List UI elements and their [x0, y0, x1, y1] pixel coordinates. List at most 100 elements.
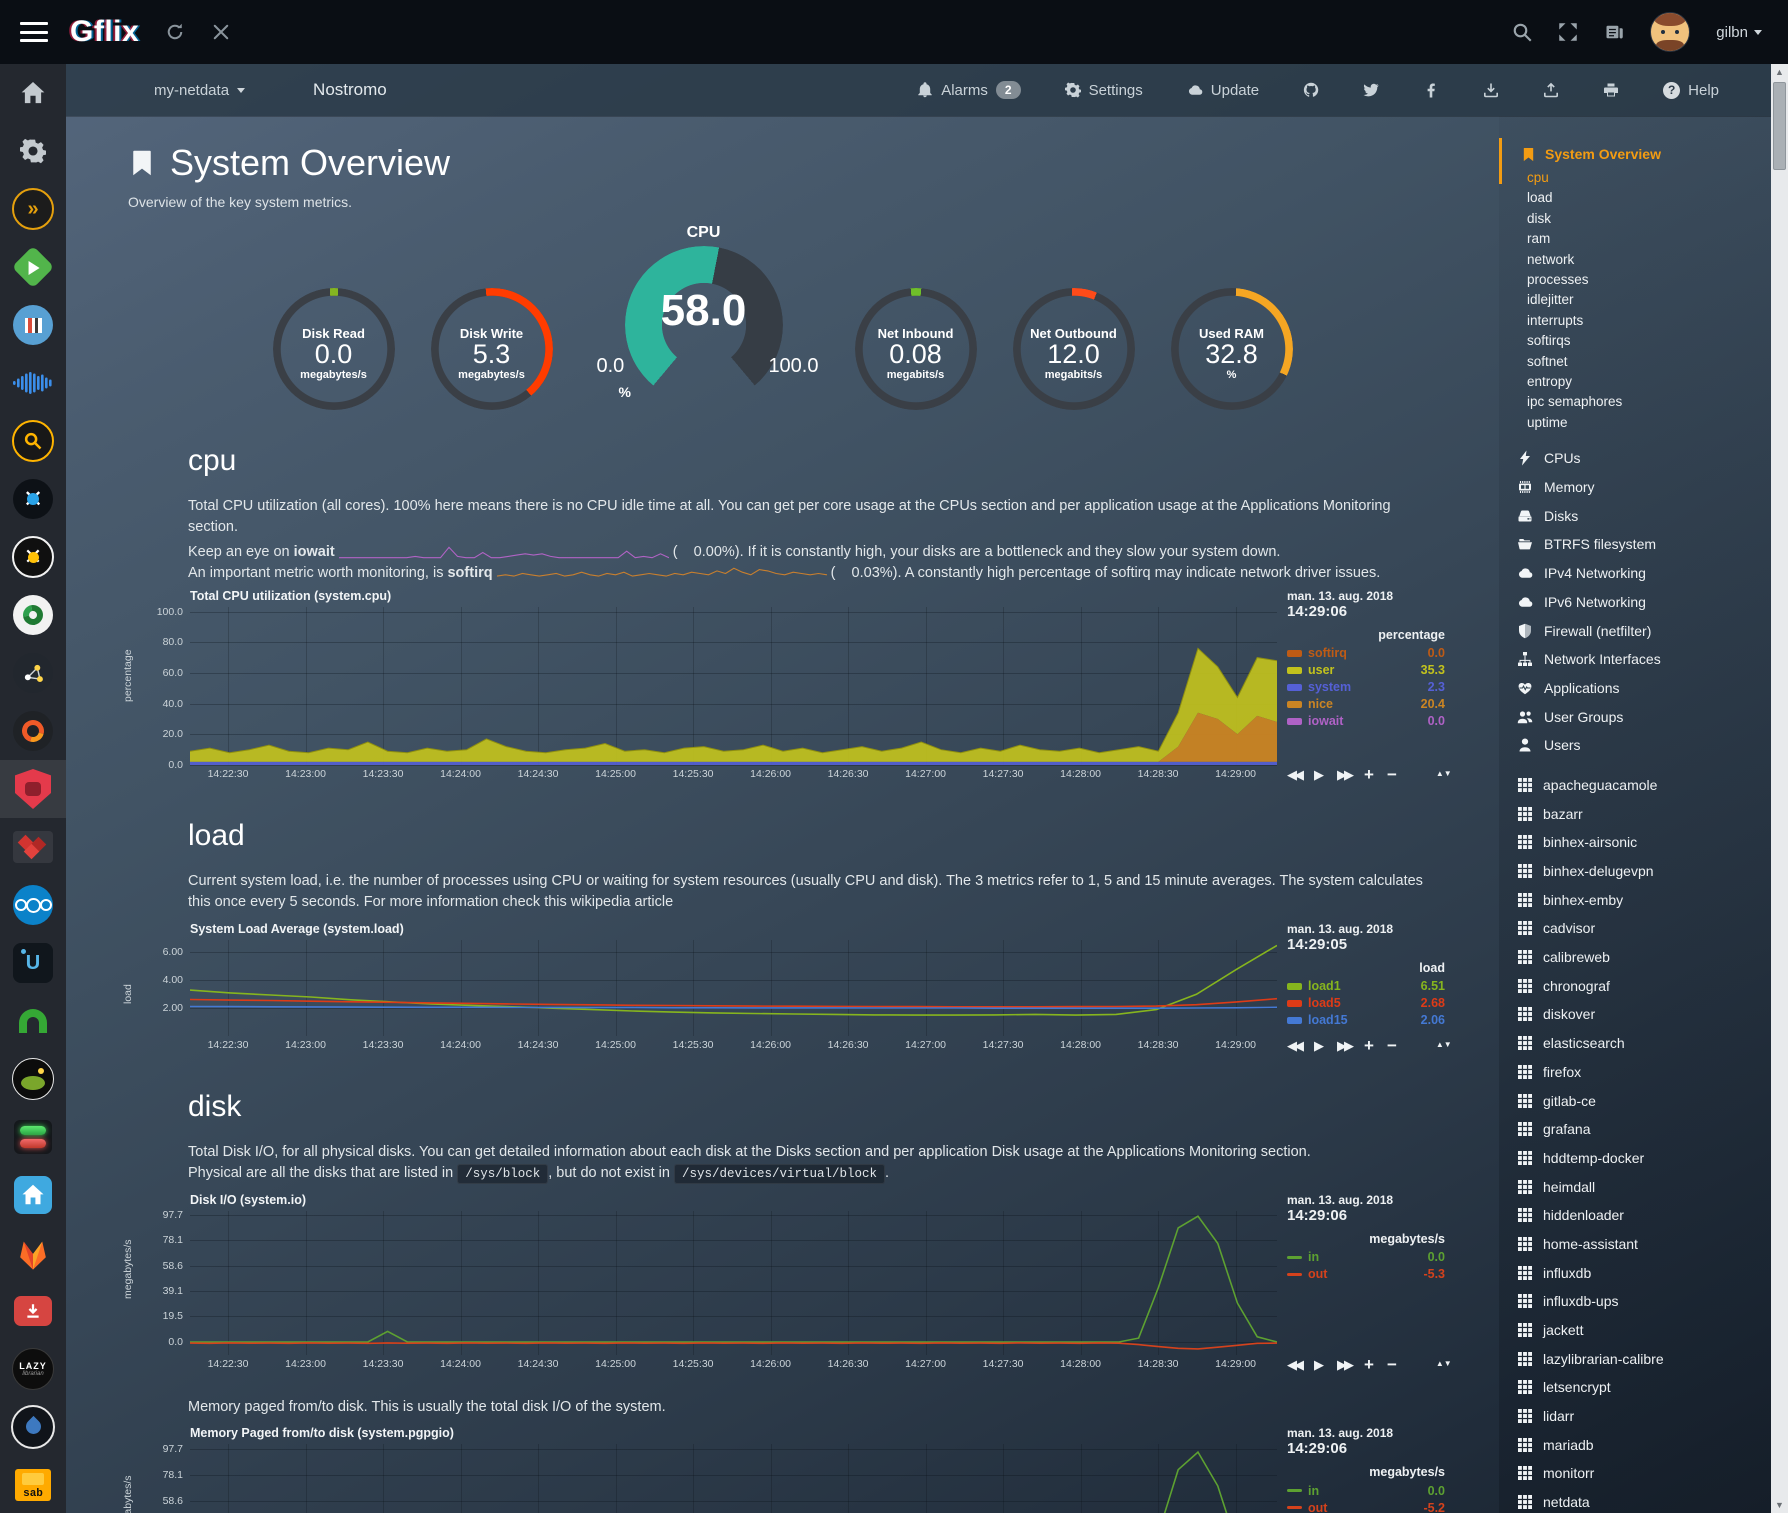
resize-handle[interactable]: ▲▼ [1435, 769, 1452, 779]
legend-iowait[interactable]: iowait 0.0 [1287, 713, 1449, 730]
sidebar-section-memory[interactable]: Memory [1499, 473, 1771, 502]
zoom-out-button[interactable]: − [1386, 764, 1397, 784]
pan-backward-button[interactable]: ◀◀ [1287, 1037, 1304, 1053]
sidebar-section-firewall-netfilter-[interactable]: Firewall (netfilter) [1499, 616, 1771, 645]
sidebar-item-softnet[interactable]: softnet [1527, 353, 1568, 369]
refresh-icon[interactable] [165, 22, 185, 42]
legend-out[interactable]: out -5.2 [1287, 1499, 1449, 1513]
settings-button[interactable]: Settings [1064, 82, 1143, 99]
sidebar-app-red-shield-icon[interactable] [0, 760, 66, 818]
sidebar-app-lazylibrarian-icon[interactable]: LAZY librarian [0, 1340, 66, 1398]
zoom-out-button[interactable]: − [1386, 1035, 1397, 1055]
sidebar-item-idlejitter[interactable]: idlejitter [1527, 292, 1574, 308]
legend-system[interactable]: system 2.3 [1287, 679, 1449, 696]
chart-plot-area[interactable] [190, 939, 1277, 1036]
sidebar-app-home-assistant[interactable]: home-assistant [1499, 1230, 1771, 1259]
alarms-button[interactable]: Alarms 2 [917, 81, 1021, 99]
sidebar-app-netdata[interactable]: netdata [1499, 1488, 1771, 1513]
disk-io-chart[interactable]: Disk I/O (system.io) megabytes/s 97.7 78.1 5… [122, 1192, 1452, 1374]
page-scrollbar[interactable]: ▲ ▼ [1771, 64, 1788, 1513]
legend-in[interactable]: in 0.0 [1287, 1482, 1449, 1499]
sidebar-item-interrupts[interactable]: interrupts [1527, 312, 1584, 328]
sidebar-app-library-books-icon[interactable] [0, 296, 66, 354]
sidebar-app-yellow-hub-x-icon[interactable]: ✕ [0, 528, 66, 586]
pan-backward-button[interactable]: ◀◀ [1287, 1356, 1304, 1372]
download-icon[interactable] [1483, 82, 1499, 98]
sidebar-app-plex-icon[interactable]: » [0, 180, 66, 238]
sidebar-app-binhex-emby[interactable]: binhex-emby [1499, 885, 1771, 914]
sidebar-item-ram[interactable]: ram [1527, 231, 1551, 247]
sidebar-section-applications[interactable]: Applications [1499, 674, 1771, 703]
close-icon[interactable] [211, 22, 231, 42]
gauge-disk-write[interactable]: Disk Write 5.3 megabytes/s [430, 288, 553, 410]
upload-icon[interactable] [1543, 82, 1559, 98]
sidebar-item-network[interactable]: network [1527, 251, 1575, 267]
sidebar-app-heimdall[interactable]: heimdall [1499, 1172, 1771, 1201]
sidebar-app-red-download-icon[interactable] [0, 1282, 66, 1340]
sidebar-app-cadvisor[interactable]: cadvisor [1499, 914, 1771, 943]
play-button[interactable]: ▶ [1314, 1037, 1324, 1053]
sidebar-item-load[interactable]: load [1527, 190, 1553, 206]
sidebar-app-sabnzbd-icon[interactable]: sab [0, 1456, 66, 1513]
sidebar-app-grafana-icon[interactable] [0, 702, 66, 760]
sidebar-app-jackett[interactable]: jackett [1499, 1316, 1771, 1345]
chart-plot-area[interactable] [190, 1444, 1277, 1513]
sidebar-app-guacamole-icon[interactable] [0, 1050, 66, 1108]
chart-plot-area[interactable] [190, 1210, 1277, 1355]
scroll-up-arrow-icon[interactable]: ▲ [1775, 67, 1784, 77]
twitter-icon[interactable] [1363, 82, 1379, 98]
legend-in[interactable]: in 0.0 [1287, 1249, 1449, 1266]
legend-out[interactable]: out -5.3 [1287, 1266, 1449, 1283]
sidebar-app-emby-icon[interactable] [0, 238, 66, 296]
sidebar-app-lidarr[interactable]: lidarr [1499, 1402, 1771, 1431]
sidebar-item-cpu[interactable]: cpu [1527, 170, 1549, 185]
hamburger-menu-icon[interactable] [20, 22, 48, 42]
pan-forward-button[interactable]: ▶▶ [1337, 766, 1354, 782]
zoom-in-button[interactable]: + [1364, 764, 1374, 784]
sidebar-section-disks[interactable]: Disks [1499, 501, 1771, 530]
sidebar-item-disk[interactable]: disk [1527, 210, 1552, 226]
help-button[interactable]: ? Help [1663, 81, 1719, 99]
sidebar-section-ipv4-networking[interactable]: IPv4 Networking [1499, 559, 1771, 588]
legend-load1[interactable]: load1 6.51 [1287, 978, 1449, 995]
sidebar-app-binhex-airsonic[interactable]: binhex-airsonic [1499, 828, 1771, 857]
sidebar-app-influxdb[interactable]: influxdb [1499, 1258, 1771, 1287]
legend-user[interactable]: user 35.3 [1287, 662, 1449, 679]
sidebar-app-gitlab-ce[interactable]: gitlab-ce [1499, 1086, 1771, 1115]
user-menu[interactable]: gilbn [1716, 24, 1762, 41]
sidebar-app-nextcloud-icon[interactable] [0, 876, 66, 934]
sidebar-app-firefox[interactable]: firefox [1499, 1058, 1771, 1087]
sidebar-app-green-magnet-icon[interactable] [0, 992, 66, 1050]
sidebar-app-deluge-drop-icon[interactable] [0, 1398, 66, 1456]
sidebar-app-gitlab-icon[interactable] [0, 1224, 66, 1282]
update-button[interactable]: Update [1187, 82, 1259, 99]
sidebar-app-hiddenloader[interactable]: hiddenloader [1499, 1201, 1771, 1230]
search-icon[interactable] [1512, 22, 1532, 42]
sidebar-app-blue-hub-x-icon[interactable]: ✕ [0, 470, 66, 528]
legend-softirq[interactable]: softirq 0.0 [1287, 645, 1449, 662]
scrollbar-thumb[interactable] [1773, 82, 1786, 170]
sidebar-app-lazylibrarian-calibre[interactable]: lazylibrarian-calibre [1499, 1344, 1771, 1373]
chart-plot-area[interactable] [190, 606, 1277, 766]
github-icon[interactable] [1303, 82, 1319, 98]
sidebar-app-home-icon[interactable] [0, 64, 66, 122]
play-button[interactable]: ▶ [1314, 766, 1324, 782]
sidebar-app-binhex-delugevpn[interactable]: binhex-delugevpn [1499, 857, 1771, 886]
gauge-cpu[interactable]: CPU 58.0 0.0 100.0% [589, 224, 819, 410]
sidebar-item-ipc-semaphores[interactable]: ipc semaphores [1527, 394, 1623, 410]
sidebar-app-airsonic-wave-icon[interactable] [0, 354, 66, 412]
scroll-down-arrow-icon[interactable]: ▼ [1775, 1500, 1784, 1510]
memory-paged-chart[interactable]: Memory Paged from/to disk (system.pgpgio… [66, 1426, 1499, 1513]
resize-handle[interactable]: ▲▼ [1435, 1359, 1452, 1369]
zoom-in-button[interactable]: + [1364, 1035, 1374, 1055]
sidebar-app-influxdb-ups[interactable]: influxdb-ups [1499, 1287, 1771, 1316]
pan-forward-button[interactable]: ▶▶ [1337, 1037, 1354, 1053]
sidebar-app-chronograf[interactable]: chronograf [1499, 971, 1771, 1000]
sidebar-section-users[interactable]: Users [1499, 731, 1771, 760]
sidebar-app-magnifier-badge-icon[interactable] [0, 412, 66, 470]
server-dropdown[interactable]: my-netdata [154, 82, 246, 99]
gauge-used-ram[interactable]: Used RAM 32.8% [1170, 288, 1293, 410]
sidebar-app-monitorr[interactable]: monitorr [1499, 1459, 1771, 1488]
sidebar-app-elasticsearch[interactable]: elasticsearch [1499, 1029, 1771, 1058]
sidebar-app-node-graph-icon[interactable] [0, 644, 66, 702]
